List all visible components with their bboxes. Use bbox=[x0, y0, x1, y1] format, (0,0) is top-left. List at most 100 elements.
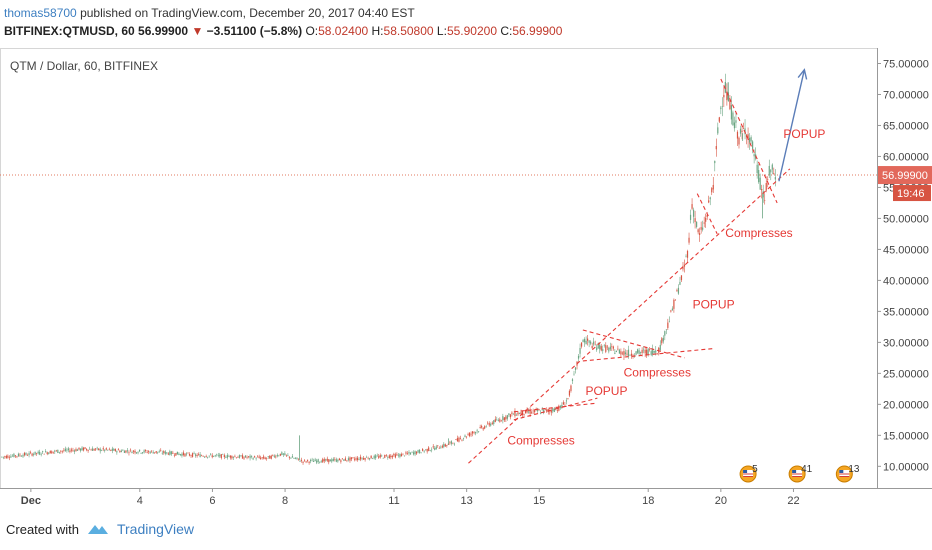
candle-body bbox=[534, 409, 536, 413]
candle-body bbox=[311, 459, 313, 461]
candle-body bbox=[167, 453, 169, 455]
annotation-label: Compresses bbox=[725, 226, 792, 240]
candle-body bbox=[527, 411, 530, 413]
close-value: 56.99900 bbox=[512, 24, 563, 38]
candle-body bbox=[129, 449, 132, 451]
candle-body bbox=[556, 410, 558, 411]
candle-body bbox=[16, 455, 18, 457]
candle-body bbox=[458, 437, 460, 442]
candle-body bbox=[552, 408, 554, 412]
candle-body bbox=[182, 452, 185, 455]
candle-body bbox=[608, 347, 610, 352]
candle-body bbox=[428, 447, 430, 451]
candle-body bbox=[181, 453, 183, 456]
author-link[interactable]: thomas58700 bbox=[4, 6, 77, 20]
candle-body bbox=[659, 344, 661, 350]
candle-body bbox=[455, 439, 457, 441]
candle-body bbox=[241, 455, 244, 459]
candle-body bbox=[376, 455, 378, 457]
y-tick-label: 30.00000 bbox=[883, 337, 929, 349]
candle-body bbox=[90, 449, 92, 451]
candle-body bbox=[745, 134, 748, 138]
candle-body bbox=[397, 454, 400, 456]
candle-body bbox=[164, 451, 166, 454]
candle-body bbox=[99, 448, 101, 452]
candle-body bbox=[305, 461, 307, 463]
candle-body bbox=[567, 398, 569, 399]
candle-body bbox=[641, 349, 643, 354]
price-chart[interactable]: 75.0000070.0000065.0000060.0000055.00000… bbox=[0, 44, 932, 514]
candle-body bbox=[639, 352, 642, 353]
candle-body bbox=[358, 458, 360, 460]
candle-body bbox=[593, 341, 595, 345]
candle-body bbox=[316, 460, 318, 463]
annotation-label: POPUP bbox=[585, 384, 627, 398]
y-tick-label: 75.00000 bbox=[883, 58, 929, 70]
candle-body bbox=[611, 346, 613, 347]
candle-body bbox=[359, 456, 362, 460]
candle-body bbox=[574, 367, 577, 370]
candle-body bbox=[235, 457, 238, 459]
candle-body bbox=[771, 164, 773, 170]
candle-body bbox=[102, 448, 104, 450]
candle-body bbox=[753, 154, 755, 157]
candle-body bbox=[440, 447, 442, 449]
candle-body bbox=[281, 452, 283, 455]
candle-body bbox=[464, 435, 466, 437]
candle-body bbox=[352, 457, 354, 459]
candle-body bbox=[580, 342, 583, 347]
candle-body bbox=[703, 222, 705, 224]
candle-body bbox=[152, 452, 154, 454]
annotation-label: POPUP bbox=[783, 127, 825, 141]
candle-body bbox=[473, 432, 475, 433]
candle-body bbox=[688, 237, 690, 243]
candle-body bbox=[518, 413, 521, 415]
y-tick-label: 65.00000 bbox=[883, 120, 929, 132]
candle-body bbox=[620, 351, 622, 355]
candle-body bbox=[87, 449, 89, 452]
candle-body bbox=[252, 458, 254, 460]
candle-body bbox=[414, 451, 416, 455]
candle-body bbox=[370, 455, 372, 459]
candle-body bbox=[31, 453, 33, 456]
candle-body bbox=[656, 353, 658, 355]
candle-body bbox=[605, 345, 607, 352]
x-tick-label: 8 bbox=[282, 495, 288, 507]
candle-body bbox=[255, 458, 257, 460]
candle-body bbox=[42, 451, 44, 453]
candle-body bbox=[69, 450, 71, 452]
candle-body bbox=[726, 91, 728, 101]
candle-body bbox=[22, 455, 24, 457]
candle-body bbox=[487, 422, 489, 424]
candle-body bbox=[677, 287, 680, 294]
candle-body bbox=[63, 450, 65, 451]
candle-body bbox=[350, 457, 353, 460]
candle-body bbox=[546, 409, 548, 412]
candle-body bbox=[111, 448, 113, 451]
candle-body bbox=[468, 432, 471, 437]
candle-body bbox=[120, 450, 122, 452]
candle-body bbox=[58, 451, 60, 453]
candle-body bbox=[638, 350, 640, 354]
candle-body bbox=[51, 451, 53, 454]
candle-body bbox=[75, 449, 77, 452]
candle-body bbox=[113, 448, 115, 451]
candle-body bbox=[558, 405, 560, 411]
candle-body bbox=[98, 448, 100, 450]
candle-body bbox=[373, 455, 375, 459]
candle-body bbox=[310, 459, 312, 462]
tradingview-brand-link[interactable]: TradingView bbox=[116, 521, 195, 537]
candle-body bbox=[453, 443, 456, 445]
countdown-label: 19:46 bbox=[897, 188, 925, 200]
candle-body bbox=[733, 122, 736, 129]
candle-body bbox=[279, 453, 281, 456]
candle-body bbox=[434, 448, 436, 450]
candle-body bbox=[107, 449, 109, 451]
candle-body bbox=[187, 452, 189, 454]
candle-body bbox=[67, 448, 70, 451]
candle-body bbox=[34, 451, 36, 455]
candle-body bbox=[346, 460, 348, 461]
candle-body bbox=[650, 351, 652, 355]
candle-body bbox=[559, 406, 561, 408]
candle-body bbox=[228, 456, 230, 457]
